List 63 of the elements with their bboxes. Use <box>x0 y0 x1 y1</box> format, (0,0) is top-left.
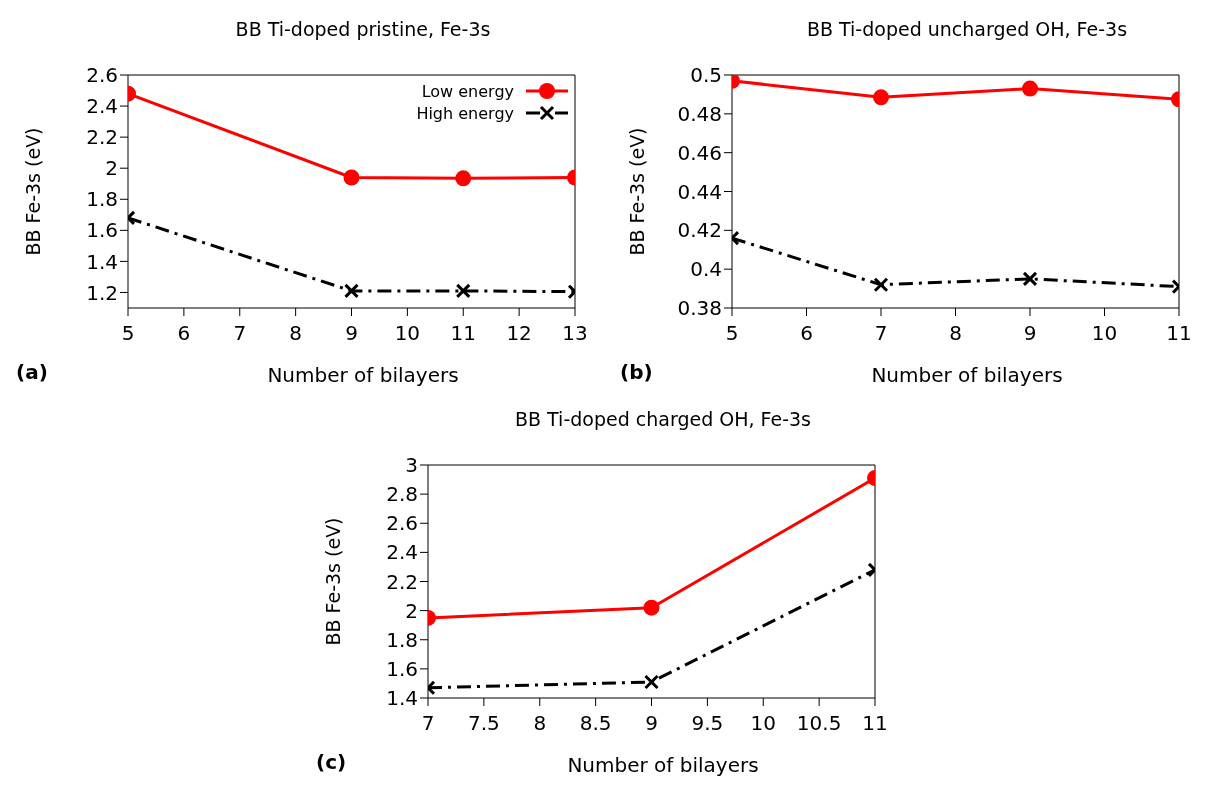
y-tick-label: 0.42 <box>677 218 722 243</box>
y-axis-title: BB Fe-3s (eV) <box>625 127 648 256</box>
x-tick-label: 6 <box>800 321 813 346</box>
x-tick-label: 6 <box>177 321 191 346</box>
text: (a) <box>16 360 48 384</box>
y-tick-label: 0.38 <box>677 296 722 321</box>
y-tick-label: 0.5 <box>690 63 722 88</box>
y-tick-label: 1.2 <box>86 280 118 305</box>
x-tick-label: 10 <box>1091 321 1118 346</box>
y-tick-label: 1.8 <box>86 187 118 212</box>
x-tick-label: 9.5 <box>691 711 724 736</box>
x-tick-label: 11 <box>1166 321 1192 346</box>
x-tick-label: 11 <box>450 321 476 346</box>
legend-label: Low energy <box>421 81 514 101</box>
x-tick-label: 12 <box>506 321 532 346</box>
x-tick-label: 7 <box>874 321 888 346</box>
y-tick-label: 1.8 <box>386 627 418 652</box>
x-tick-label: 7 <box>421 711 435 736</box>
x-tick-label: 7 <box>233 321 247 346</box>
y-tick-label: 0.46 <box>677 140 722 165</box>
y-tick-label: 2.2 <box>386 569 418 594</box>
x-tick-label: 8.5 <box>579 711 612 736</box>
y-tick-label: 2.6 <box>86 63 118 88</box>
y-tick-label: 0.4 <box>690 257 722 282</box>
y-axis-title: BB Fe-3s (eV) <box>21 127 44 256</box>
y-axis-title: BB Fe-3s (eV) <box>321 517 344 646</box>
legend-label: High energy <box>416 103 514 123</box>
y-tick-label: 2.6 <box>386 511 418 536</box>
x-axis-title: Number of bilayers <box>870 363 1064 387</box>
y-tick-label: 2 <box>405 598 418 623</box>
y-tick-label: 0.44 <box>677 179 722 204</box>
text: (b) <box>620 360 653 384</box>
x-tick-label: 10 <box>394 321 421 346</box>
x-tick-label: 13 <box>562 321 588 346</box>
x-tick-label: 5 <box>121 321 135 346</box>
chart-title: BB Ti-doped charged OH, Fe-3s <box>514 408 812 430</box>
y-tick-label: 2.4 <box>86 94 118 119</box>
y-tick-label: 1.4 <box>86 249 118 274</box>
x-tick-label: 10 <box>750 711 776 736</box>
y-tick-label: 2.4 <box>386 540 418 565</box>
x-tick-label: 8 <box>533 711 547 736</box>
x-axis-title: Number of bilayers <box>266 363 460 387</box>
x-tick-label: 8 <box>289 321 302 346</box>
chart-title: BB Ti-doped uncharged OH, Fe-3s <box>805 18 1129 40</box>
x-tick-label: 9 <box>345 321 358 346</box>
x-tick-label: 7.5 <box>467 711 500 736</box>
x-tick-label: 5 <box>725 321 739 346</box>
y-tick-label: 2 <box>105 156 118 181</box>
chart-title: BB Ti-doped pristine, Fe-3s <box>234 18 492 40</box>
x-tick-label: 9 <box>1023 321 1037 346</box>
x-tick-label: 8 <box>949 321 962 346</box>
x-tick-label: 9 <box>645 711 658 736</box>
y-tick-label: 1.4 <box>386 686 418 711</box>
text: (c) <box>316 750 347 774</box>
y-tick-label: 3 <box>405 453 418 478</box>
x-axis-title: Number of bilayers <box>566 753 760 777</box>
x-tick-label: 11 <box>862 711 888 736</box>
x-tick-label: 10.5 <box>796 711 842 736</box>
y-tick-label: 0.48 <box>677 101 722 126</box>
y-tick-label: 2.8 <box>386 482 418 507</box>
y-tick-label: 2.2 <box>86 125 118 150</box>
y-tick-label: 1.6 <box>386 656 418 681</box>
y-tick-label: 1.6 <box>86 218 118 243</box>
